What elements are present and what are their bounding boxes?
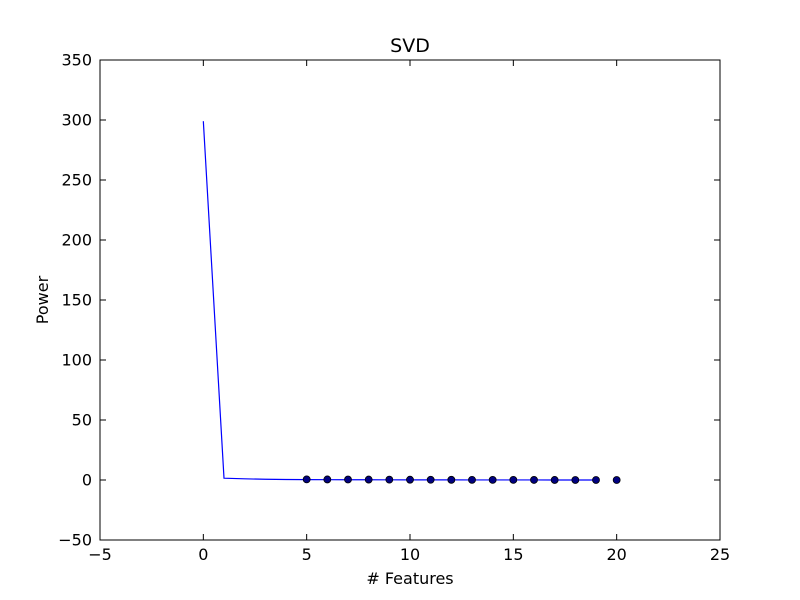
- scatter-point: [447, 475, 456, 484]
- y-tick-label: 300: [61, 111, 92, 130]
- x-tick-label: 0: [198, 545, 208, 564]
- scatter-point: [344, 475, 352, 484]
- scatter-point: [406, 475, 414, 484]
- scatter-point: [509, 476, 518, 484]
- scatter-point: [592, 476, 600, 484]
- y-tick-label: 0: [82, 471, 92, 490]
- data-layer: [202, 121, 621, 484]
- y-tick-label: 150: [61, 291, 92, 310]
- x-tick-label: 20: [606, 545, 626, 564]
- scatter-point: [550, 476, 559, 484]
- y-tick-label: 200: [61, 231, 92, 250]
- scatter-point: [426, 475, 435, 484]
- y-tick-label: 100: [61, 351, 92, 370]
- scatter-point: [571, 476, 580, 484]
- scatter-point: [488, 475, 497, 484]
- x-tick-label: 10: [400, 545, 420, 564]
- y-tick-label: −50: [58, 531, 92, 550]
- x-tick-label: 15: [503, 545, 523, 564]
- scatter-point: [302, 475, 311, 484]
- scatter-point: [612, 476, 621, 484]
- y-tick-label: 350: [61, 51, 92, 70]
- x-tick-label: 5: [302, 545, 312, 564]
- plot-area: [99, 59, 721, 541]
- scatter-point: [530, 476, 538, 484]
- y-tick-label: 250: [61, 171, 92, 190]
- scatter-point: [364, 475, 373, 484]
- y-tick-label: 50: [72, 411, 92, 430]
- y-axis-title: Power: [33, 275, 52, 324]
- scatter-point: [323, 475, 332, 484]
- scatter-point: [385, 475, 394, 484]
- scatter-point: [468, 475, 476, 484]
- chart-title: SVD: [390, 35, 430, 57]
- x-axis-title: # Features: [366, 569, 453, 588]
- x-tick-label: 25: [710, 545, 730, 564]
- x-tick-label: −5: [88, 545, 112, 564]
